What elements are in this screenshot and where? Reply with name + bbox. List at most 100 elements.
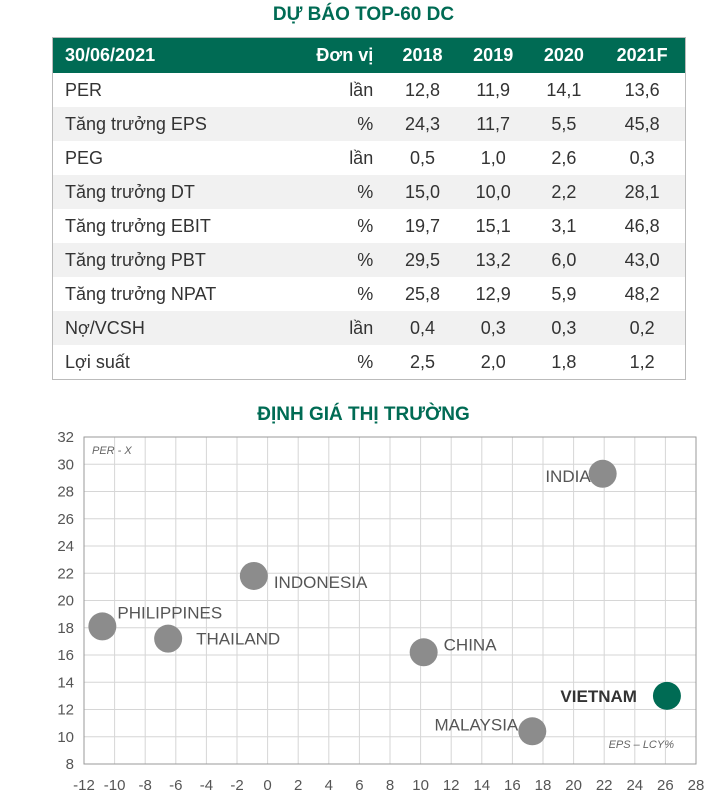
table-cell: 0,4: [387, 311, 458, 345]
table-row: Tăng trưởng PBT% 29,5 13,2 6,0 43,0: [52, 243, 686, 277]
x-tick-label: 0: [263, 777, 271, 794]
table-title: DỰ BÁO TOP-60 DC: [272, 4, 455, 25]
x-tick-label: 10: [412, 777, 429, 794]
table-row: Tăng trưởng EPS% 24,3 11,7 5,5 45,8: [52, 107, 686, 141]
table-cell: 1,8: [551, 351, 577, 372]
table-cell: Lợi suất: [65, 351, 130, 372]
table-cell: 11,9: [476, 79, 511, 100]
table-cell: 28,1: [599, 175, 686, 209]
x-tick-label: 20: [565, 777, 582, 794]
table-cell: %: [357, 215, 374, 236]
x-tick-label: 22: [596, 777, 613, 794]
x-tick-label: 16: [504, 777, 521, 794]
table-cell: PEG: [65, 147, 104, 168]
table-row: Lợi suất% 2,5 2,0 1,8 1,2: [53, 345, 686, 380]
x-tick-label: 8: [386, 777, 394, 794]
table-cell: 45,8: [599, 107, 686, 141]
x-tick-label: 18: [535, 777, 552, 794]
table-cell: lần: [349, 147, 374, 168]
table-cell: 13,2: [457, 243, 529, 277]
data-point-indonesia: [239, 561, 268, 590]
table-cell: 19,7: [405, 215, 441, 236]
table-row: Nợ/VCSH lần 0,4 0,3 0,3 0,2: [52, 311, 686, 345]
x-tick-label: 28: [688, 777, 705, 794]
table-cell: 14,1: [546, 79, 582, 100]
table-row: Tăng trưởng EBIT% 19,7 15,1 3,1 46,8: [53, 209, 686, 243]
table-cell: 2,6: [551, 147, 577, 168]
data-point-thailand: [154, 624, 183, 653]
table-cell: %: [282, 175, 388, 209]
x-tick-label: 12: [443, 777, 460, 794]
table-row: PER lần 12,8 11,9 14,1 13,6: [53, 73, 686, 107]
table-cell: 43,0: [599, 243, 686, 277]
x-tick-label: -4: [200, 777, 213, 794]
table-cell: 0,5: [410, 147, 436, 168]
y-tick-label: 10: [57, 729, 74, 746]
table-cell: 12,8: [405, 79, 441, 100]
chart-title: ĐỊNH GIÁ THỊ TRƯỜNG: [257, 404, 470, 425]
table-cell: 15,1: [475, 215, 511, 236]
table-cell: 12,9: [475, 283, 511, 304]
table-cell: 6,0: [528, 243, 600, 277]
table-cell: 2,0: [480, 351, 506, 372]
table-cell: 1,2: [629, 351, 655, 372]
table-row: PEG lần 0,5 1,0 2,6 0,3: [53, 141, 686, 175]
table-cell: %: [357, 283, 374, 304]
table-cell: 0,3: [629, 147, 655, 168]
table-cell: lần: [349, 79, 374, 100]
table-cell: 3,1: [551, 215, 577, 236]
y-tick-label: 30: [57, 456, 74, 473]
table-cell: 15,0: [387, 175, 458, 209]
table-cell: 0,2: [599, 311, 686, 345]
data-label: VIETNAM: [560, 687, 637, 706]
x-axis-label: EPS – LCY%: [609, 739, 675, 751]
y-tick-label: 12: [57, 702, 74, 719]
table-cell: lần: [282, 311, 388, 345]
data-label: INDIA: [545, 467, 591, 486]
y-tick-label: 26: [57, 511, 74, 528]
data-point-philippines: [88, 612, 117, 641]
table-cell: 0,3: [528, 311, 600, 345]
table-cell: Tăng trưởng DT: [52, 175, 283, 209]
data-point-india: [588, 459, 617, 488]
data-label: MALAYSIA: [435, 715, 519, 734]
forecast-table: 30/06/2021 Đơn vị 2018 2019 2020 2021F PER lần 1…: [52, 37, 686, 380]
table-cell: 24,3: [387, 107, 458, 141]
x-tick-label: 6: [355, 777, 363, 794]
data-point-china: [409, 638, 438, 667]
x-tick-label: 24: [626, 777, 643, 794]
table-cell: PER: [65, 79, 103, 100]
table-cell: 25,8: [405, 283, 441, 304]
x-tick-label: -12: [73, 777, 95, 794]
y-tick-label: 8: [66, 756, 74, 773]
data-label: THAILAND: [196, 630, 280, 649]
y-tick-label: 32: [57, 429, 74, 446]
table-cell: Tăng trưởng PBT: [52, 243, 283, 277]
table-cell: 10,0: [457, 175, 529, 209]
column-header: 2021F: [599, 37, 686, 73]
table-cell: Tăng trưởng EBIT: [65, 215, 211, 236]
table-cell: 46,8: [624, 215, 660, 236]
y-tick-label: 18: [57, 620, 74, 637]
table-cell: %: [357, 351, 374, 372]
data-point-malaysia: [518, 717, 547, 746]
table-cell: Nợ/VCSH: [52, 311, 283, 345]
y-tick-label: 14: [57, 674, 74, 691]
x-tick-label: -6: [169, 777, 182, 794]
column-header: 2018: [387, 37, 458, 73]
column-header: 2020: [528, 37, 600, 73]
x-tick-label: 26: [657, 777, 674, 794]
data-point-vietnam: [652, 681, 681, 710]
table-cell: 48,2: [624, 283, 660, 304]
table-cell: 5,5: [528, 107, 600, 141]
table-cell: 0,3: [457, 311, 529, 345]
y-tick-label: 28: [57, 484, 74, 501]
table-cell: 5,9: [551, 283, 577, 304]
y-tick-label: 22: [57, 565, 74, 582]
table-cell: %: [282, 243, 388, 277]
table-cell: 13,6: [624, 79, 660, 100]
x-tick-label: 2: [294, 777, 302, 794]
table-cell: 1,0: [480, 147, 506, 168]
y-axis-label: PER - X: [92, 445, 132, 457]
x-tick-label: -10: [104, 777, 126, 794]
